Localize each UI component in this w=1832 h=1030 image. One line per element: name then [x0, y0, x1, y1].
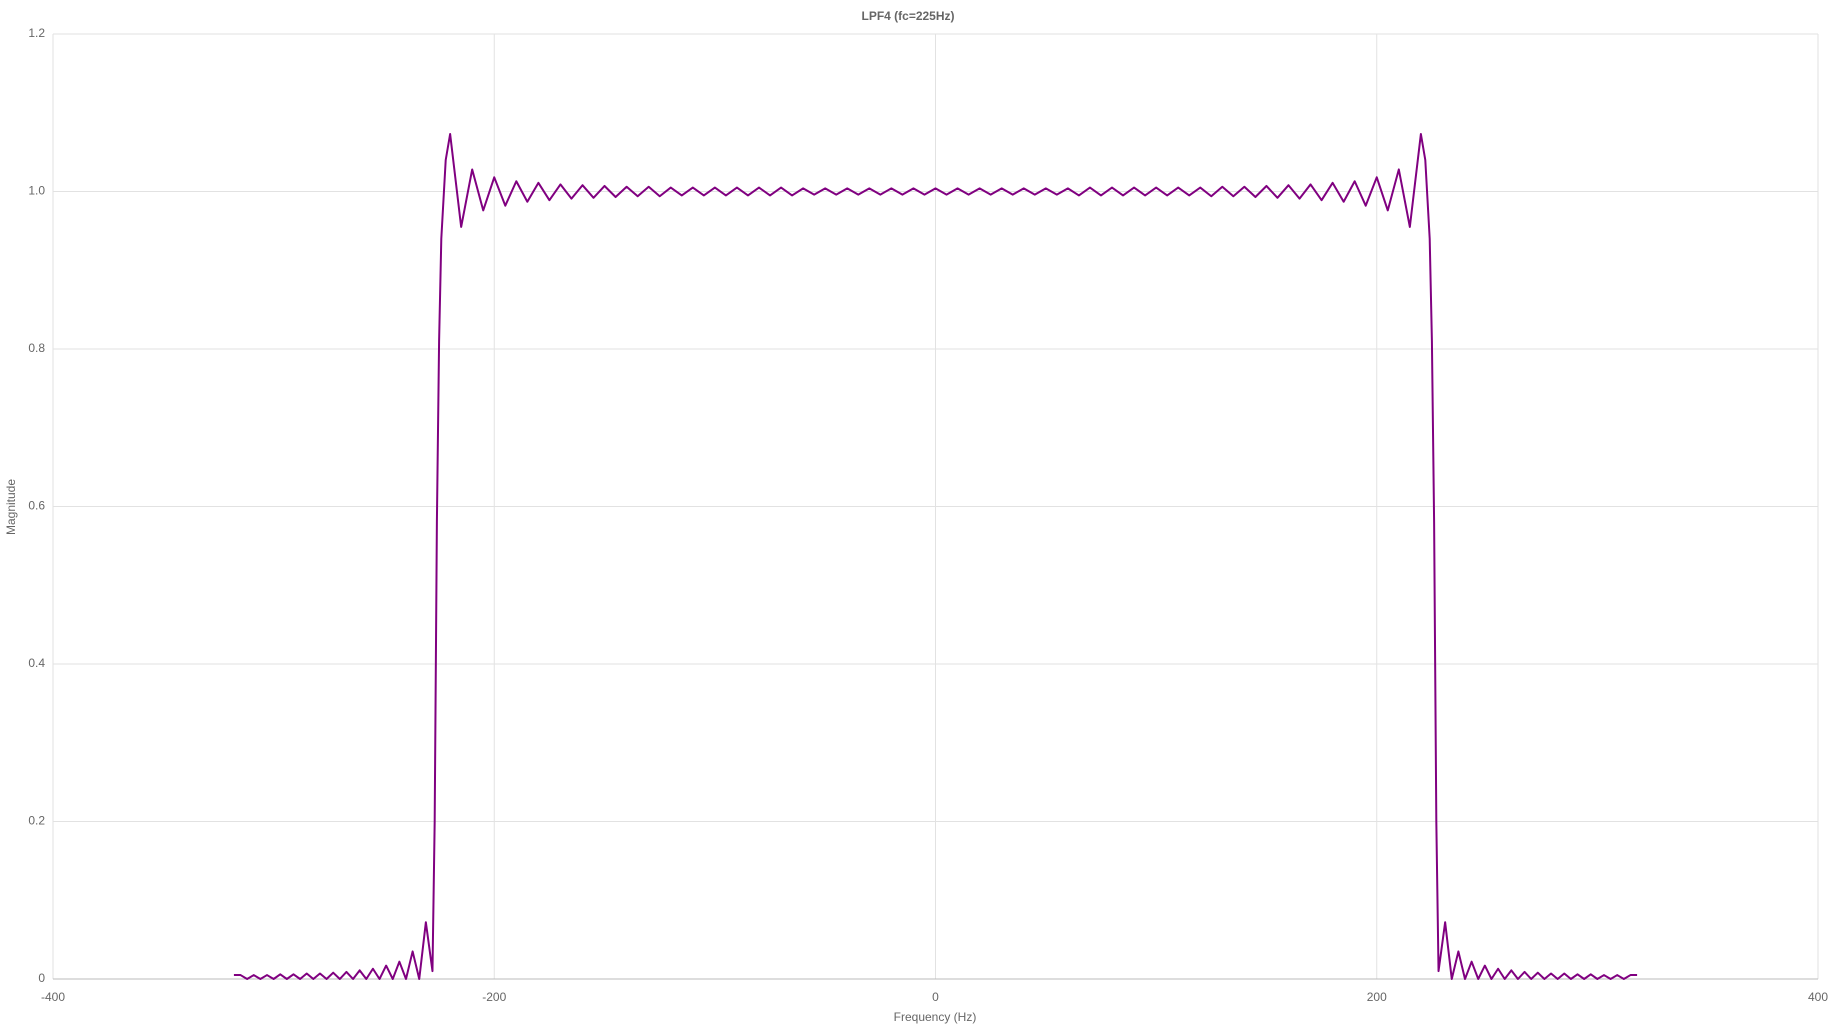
x-tick-label: 200 — [1367, 990, 1387, 1004]
y-tick-label: 1.0 — [28, 184, 45, 198]
y-tick-label: 0.2 — [28, 814, 45, 828]
y-tick-label: 1.2 — [28, 26, 45, 40]
x-tick-label: -400 — [41, 990, 65, 1004]
x-tick-label: 0 — [932, 990, 939, 1004]
line-series — [233, 133, 1638, 980]
chart-title: LPF4 (fc=225Hz) — [861, 9, 954, 23]
x-tick-label: -200 — [482, 990, 506, 1004]
y-tick-label: 0.4 — [28, 656, 45, 670]
y-tick-label: 0.8 — [28, 341, 45, 355]
x-axis-label: Frequency (Hz) — [894, 1010, 977, 1024]
y-tick-label: 0 — [38, 971, 45, 985]
x-tick-label: 400 — [1808, 990, 1828, 1004]
y-axis-label: Magnitude — [4, 479, 18, 535]
y-tick-label: 0.6 — [28, 499, 45, 513]
